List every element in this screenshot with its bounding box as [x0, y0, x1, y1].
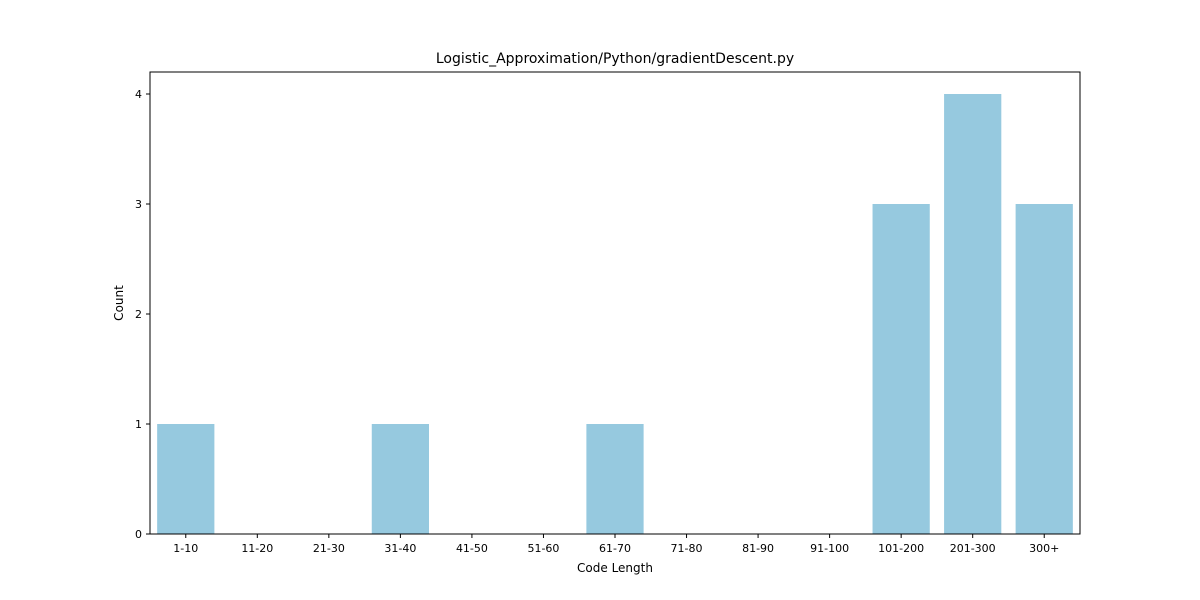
- x-tick-label: 31-40: [384, 542, 416, 555]
- x-axis-label: Code Length: [577, 561, 653, 575]
- x-tick-label: 11-20: [241, 542, 273, 555]
- bar-1-10: [157, 424, 215, 534]
- bar-31-40: [371, 424, 429, 534]
- x-tick-label: 91-100: [810, 542, 849, 555]
- chart-title: Logistic_Approximation/Python/gradientDe…: [436, 51, 794, 67]
- x-tick-label: 1-10: [173, 542, 198, 555]
- y-tick-label: 4: [135, 88, 142, 101]
- x-tick-label: 61-70: [599, 542, 631, 555]
- x-tick-label: 51-60: [527, 542, 559, 555]
- y-tick-label: 3: [135, 198, 142, 211]
- x-tick-label: 300+: [1029, 542, 1059, 555]
- x-tick-label: 201-300: [950, 542, 996, 555]
- x-axis: 1-10 11-20 21-30 31-40 41-50 51-60 61-70 71-80 8…: [173, 534, 1059, 555]
- y-tick-label: 0: [135, 528, 142, 541]
- plot-frame: [149, 71, 1081, 535]
- y-axis: 0 1 2 3 4: [135, 88, 150, 541]
- bar-101-200: [872, 204, 930, 534]
- y-tick-label: 1: [135, 418, 142, 431]
- x-tick-label: 81-90: [742, 542, 774, 555]
- x-tick-label: 41-50: [456, 542, 488, 555]
- x-tick-label: 21-30: [313, 542, 345, 555]
- bar-61-70: [586, 424, 644, 534]
- x-tick-label: 71-80: [671, 542, 703, 555]
- y-tick-label: 2: [135, 308, 142, 321]
- bars-layer: [157, 94, 1073, 534]
- y-axis-label: Count: [112, 285, 126, 321]
- bar-300+: [1015, 204, 1073, 534]
- bar-201-300: [944, 94, 1002, 534]
- x-tick-label: 101-200: [878, 542, 924, 555]
